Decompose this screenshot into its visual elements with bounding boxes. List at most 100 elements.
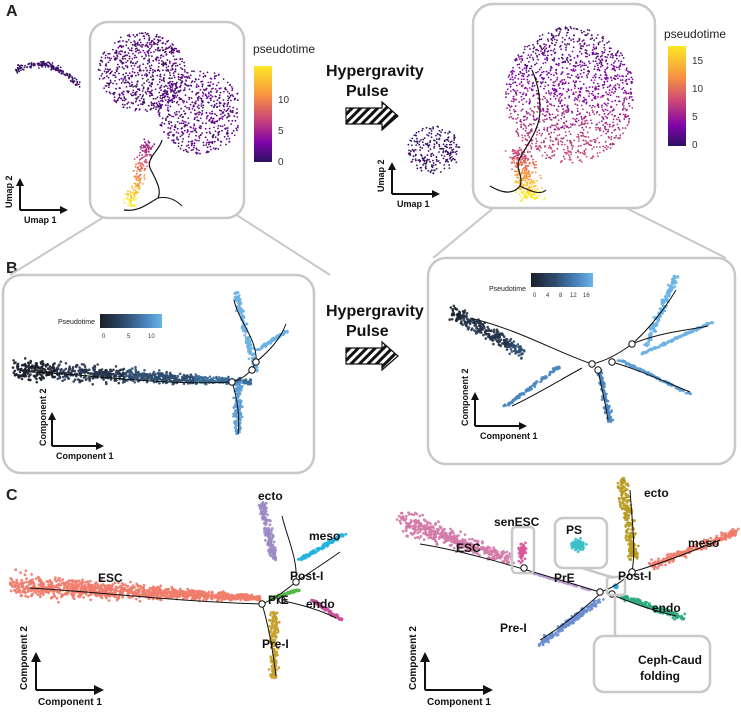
cell-point [151,89,153,92]
cell-point [188,88,191,91]
cell-point [425,167,427,170]
cell-point [138,372,142,376]
cell-point [605,121,608,124]
cell-point [567,73,570,75]
cell-point [120,97,122,100]
cell-point [525,192,527,194]
cell-point [171,67,174,69]
cell-point [167,104,169,107]
cell-point [577,145,580,148]
cell-point [196,116,199,118]
cell-point [193,123,196,125]
cell-point [148,61,151,64]
cell-point [604,69,607,71]
cell-point [577,76,580,78]
cell-point [592,81,595,84]
cell-point [157,39,160,42]
cell-point [135,99,138,101]
cell-point [17,69,20,72]
cell-point [215,84,218,87]
cell-point [566,147,569,150]
cell-point [562,61,565,64]
cell-point [174,87,177,90]
cell-point [141,55,143,58]
cell-point [604,77,606,79]
legend-tick: 0 [278,157,284,168]
cell-point [546,128,549,131]
cell-point [560,137,563,140]
cell-point [101,60,104,63]
cell-point [529,182,531,185]
cell-point [582,139,585,142]
cell-point [172,141,175,144]
cell-point [200,113,203,116]
cell-point [523,119,525,122]
cell-point [228,92,231,95]
cell-point [175,62,177,65]
cell-point [47,64,49,67]
cell-point [104,54,107,57]
cell-point [167,107,169,109]
cell-point [520,95,523,98]
cell-point [62,71,64,74]
cell-point [509,85,512,88]
cell-point [575,62,578,64]
cell-point [156,56,158,59]
cell-point [142,63,145,66]
cell-point [181,119,184,122]
cell-point [177,132,180,135]
cell-point [52,375,55,379]
cell-point [140,170,143,173]
cell-point [544,145,546,148]
cell-point [136,80,139,82]
cell-point [616,77,619,80]
cell-point [115,87,117,90]
cell-point [509,112,512,115]
cell-point [147,34,150,37]
cell-point [184,70,186,73]
cell-point [601,59,604,62]
zoom-box-a-left [88,20,246,220]
cell-point [226,127,229,129]
cell-point [570,74,573,77]
cell-point [185,150,188,153]
cell-point [609,56,612,59]
cell-point [616,51,619,54]
cell-point [127,90,130,93]
cell-point [561,71,564,73]
cell-point [217,378,221,382]
cell-point [174,70,177,73]
cell-point [576,40,579,43]
cell-point [543,127,546,129]
cell-point [543,43,545,45]
cell-point [206,139,209,141]
cell-point [591,51,594,54]
cell-point [608,125,611,128]
cell-point [530,193,533,196]
cell-point [158,49,161,52]
cell-point [564,110,567,112]
cell-point [522,161,525,164]
cell-point [193,80,196,83]
cell-point [433,147,435,149]
cell-point [608,50,611,53]
cell-point [515,74,517,77]
cell-point [142,87,145,90]
cell-point [181,375,184,379]
cell-point [513,156,515,158]
cell-point [103,51,106,54]
cell-point [196,83,198,86]
cell-point [605,148,608,151]
cell-point [133,175,136,178]
cell-point [17,376,21,379]
cell-point [166,91,169,94]
cell-point [511,72,514,74]
cell-point [434,163,437,166]
cell-point [145,144,148,147]
cell-point [112,48,114,51]
cell-point [186,71,189,74]
cell-point [538,132,541,135]
cell-point [595,87,597,89]
cell-point [121,66,124,68]
cell-point [574,103,577,106]
